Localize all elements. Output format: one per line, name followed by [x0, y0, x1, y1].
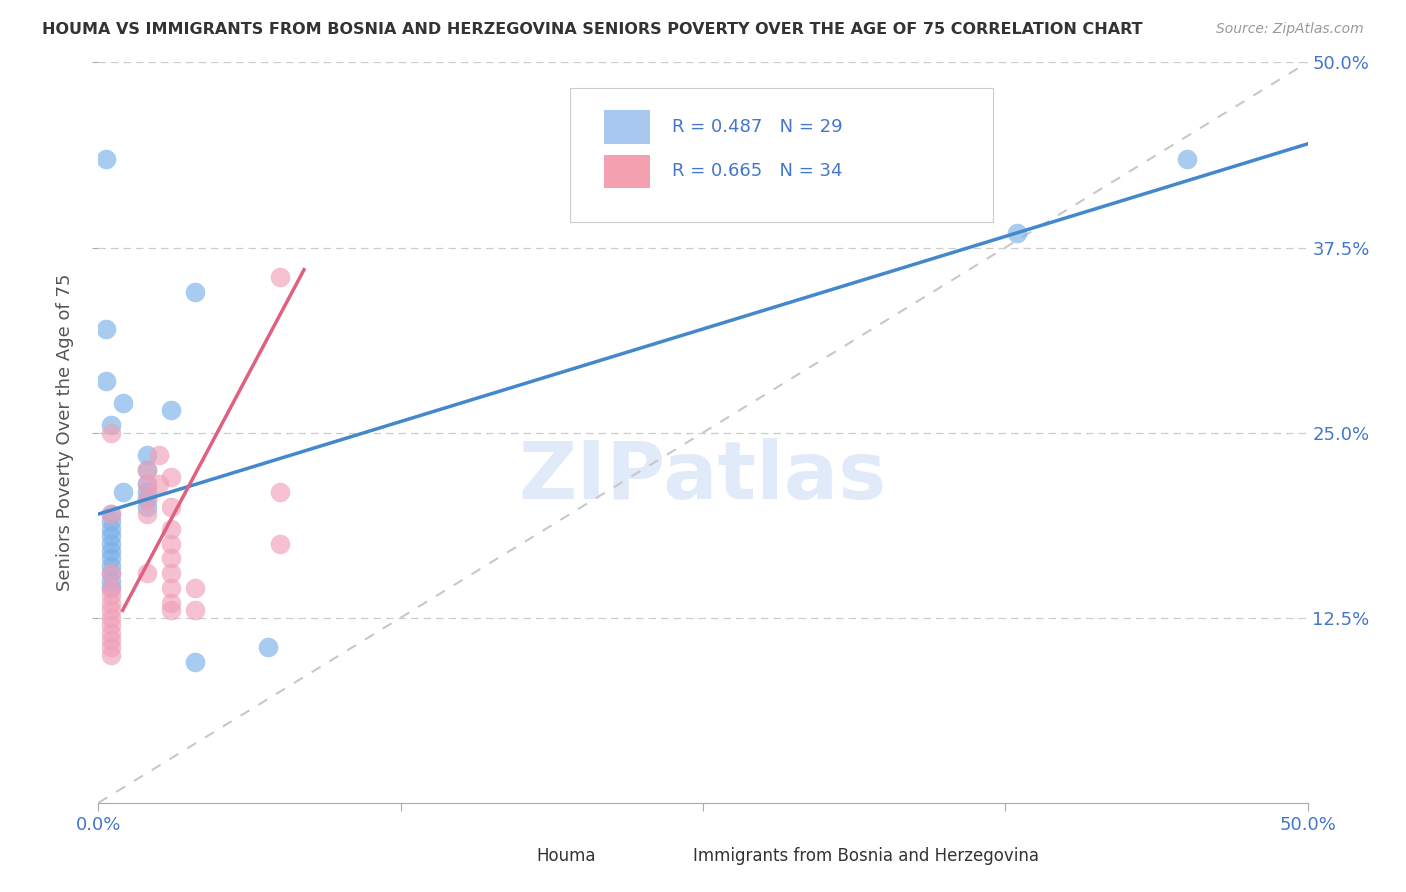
Point [100, 566, 122, 581]
Point [135, 462, 157, 476]
Point [160, 500, 183, 514]
Point [100, 507, 122, 521]
Point [100, 418, 122, 433]
Point [135, 566, 157, 581]
Point [135, 492, 157, 507]
Point [100, 640, 122, 655]
Text: Houma: Houma [536, 847, 596, 865]
Point [100, 522, 122, 536]
Point [184, 581, 207, 595]
Point [100, 551, 122, 566]
FancyBboxPatch shape [569, 88, 993, 221]
Point [160, 596, 183, 610]
Point [100, 596, 122, 610]
Text: R = 0.665   N = 34: R = 0.665 N = 34 [672, 162, 842, 180]
Bar [603, 110, 650, 144]
Point [256, 640, 278, 655]
Bar [498, 847, 527, 865]
Point [100, 507, 122, 521]
Point [100, 625, 122, 640]
Point [100, 425, 122, 440]
Point [94, 152, 117, 166]
Point [160, 470, 183, 484]
Bar [603, 154, 650, 188]
Point [100, 589, 122, 603]
Text: R = 0.487   N = 29: R = 0.487 N = 29 [672, 118, 842, 136]
Point [100, 544, 122, 558]
Point [111, 484, 134, 499]
Y-axis label: Seniors Poverty Over the Age of 75: Seniors Poverty Over the Age of 75 [56, 274, 75, 591]
Point [184, 655, 207, 669]
Point [100, 618, 122, 632]
Point [184, 603, 207, 617]
Point [148, 477, 170, 491]
Point [160, 551, 183, 566]
Point [94, 374, 117, 388]
Point [100, 581, 122, 595]
Point [100, 648, 122, 662]
Text: HOUMA VS IMMIGRANTS FROM BOSNIA AND HERZEGOVINA SENIORS POVERTY OVER THE AGE OF : HOUMA VS IMMIGRANTS FROM BOSNIA AND HERZ… [42, 22, 1143, 37]
Point [269, 536, 291, 550]
Text: Source: ZipAtlas.com: Source: ZipAtlas.com [1216, 22, 1364, 37]
Point [100, 566, 122, 581]
Point [135, 462, 157, 476]
Point [160, 536, 183, 550]
Point [100, 610, 122, 624]
Point [148, 448, 170, 462]
Point [100, 558, 122, 573]
Point [1175, 152, 1198, 166]
Point [160, 566, 183, 581]
Point [100, 574, 122, 588]
Bar [655, 847, 685, 865]
Point [100, 536, 122, 550]
Point [135, 500, 157, 514]
Point [160, 522, 183, 536]
Point [94, 322, 117, 336]
Point [184, 285, 207, 299]
Point [160, 603, 183, 617]
Point [1007, 226, 1029, 240]
Point [100, 632, 122, 647]
Point [135, 477, 157, 491]
Point [100, 603, 122, 617]
Point [269, 484, 291, 499]
Point [100, 581, 122, 595]
Point [111, 396, 134, 410]
Point [135, 448, 157, 462]
Point [100, 529, 122, 543]
Point [135, 507, 157, 521]
Point [269, 270, 291, 285]
Point [160, 403, 183, 417]
Point [135, 492, 157, 507]
Text: Immigrants from Bosnia and Herzegovina: Immigrants from Bosnia and Herzegovina [693, 847, 1039, 865]
Point [100, 515, 122, 529]
Point [135, 484, 157, 499]
Text: ZIPatlas: ZIPatlas [519, 438, 887, 516]
Point [160, 581, 183, 595]
Point [135, 477, 157, 491]
